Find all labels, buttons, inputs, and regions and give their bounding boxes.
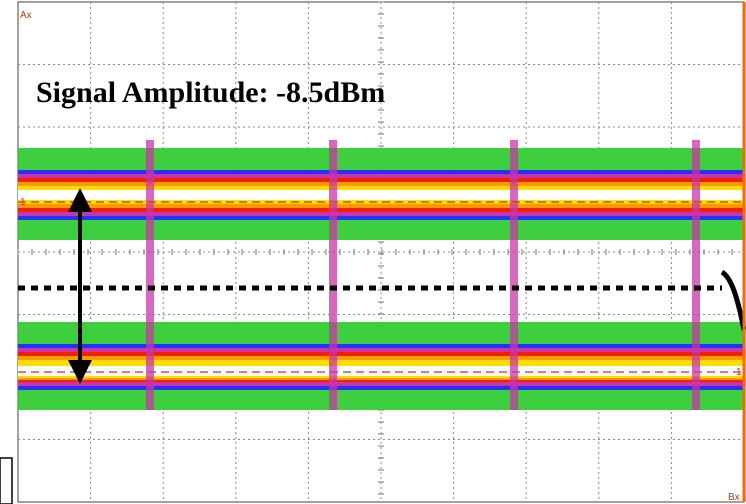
corner-box	[0, 457, 13, 504]
transition-1	[146, 140, 154, 410]
marker-bx-label: Bx	[728, 492, 740, 503]
transition-3	[510, 140, 518, 410]
signal-amplitude-annotation: Signal Amplitude: -8.5dBm	[36, 76, 386, 109]
bit-transitions	[146, 140, 700, 410]
lower-signal-band	[18, 322, 744, 410]
transition-2	[329, 140, 337, 410]
marker-ax-label: Ax	[20, 10, 32, 21]
marker-level-1: 1	[20, 197, 26, 208]
transition-4	[692, 140, 700, 410]
marker-level-2: 1	[736, 367, 742, 378]
threshold-curve	[720, 269, 746, 331]
upper-signal-band	[18, 148, 744, 240]
